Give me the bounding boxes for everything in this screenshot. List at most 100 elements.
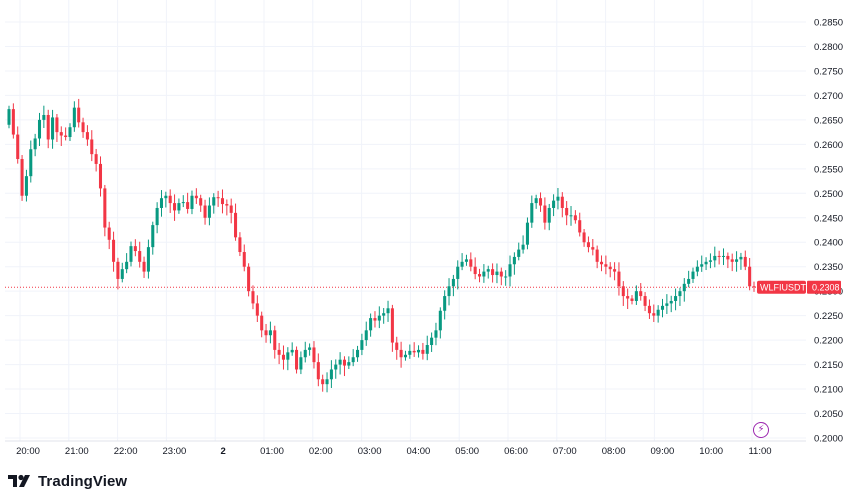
candle [573,210,577,224]
candle [11,103,15,139]
candle [329,360,333,388]
candle [37,112,42,147]
candle-body [521,244,525,250]
candle [486,265,490,279]
candle [33,133,37,157]
candle-body [55,117,59,133]
candle-body [569,215,573,217]
candle-body [377,315,381,321]
candle-body [486,269,490,272]
candle-body [708,260,712,262]
candle [556,188,560,210]
candle-body [543,205,547,223]
candle-body [46,114,50,140]
candle-body [207,205,211,218]
candle [460,253,464,271]
candle-body [238,237,242,253]
candle [264,323,268,343]
candle [356,345,360,362]
candle [578,212,582,237]
candle [491,263,495,283]
candle-body [421,349,425,354]
candle-body [464,259,468,262]
candle [735,251,739,272]
candle-body [98,163,103,189]
candle [674,288,678,311]
time-axis[interactable]: 20:00 21:00 22:00 23:00 2 01:00 02:00 03:00 04:0… [16,446,771,457]
candle-body [268,330,272,336]
candle-body [286,352,290,360]
candle [316,353,320,387]
candle [739,252,743,270]
tradingview-logo[interactable]: TradingView [8,471,127,491]
candle [190,190,194,215]
candle [451,274,455,297]
candle-body [395,342,399,350]
candle-body [342,359,346,366]
candle [687,270,691,288]
price-axis-label: 0.2250 [814,311,843,322]
candle-body [674,296,678,301]
candle [721,248,726,266]
price-tag-background [807,280,841,294]
candle-body [752,286,756,288]
candle-body [334,364,338,370]
candle [495,263,499,284]
candle-body [556,196,560,201]
candle [613,262,617,281]
candle-body [186,202,190,209]
candle [286,347,290,371]
time-axis-label: 04:00 [407,446,431,457]
candle [478,268,482,283]
candle-body [347,362,351,366]
candle [312,341,316,369]
candle [194,188,198,204]
candle-body [273,330,277,350]
candle [538,192,543,212]
candle [85,125,89,146]
last-price-tag: WLFIUSDT 0.2308 [757,280,841,294]
candle-body [560,196,564,208]
candle-body [430,337,434,346]
lightning-icon[interactable]: ⚡︎ [753,422,769,438]
candle-body [234,212,238,238]
candle [678,287,682,306]
candle [325,372,329,393]
candle [464,254,468,266]
candle [20,155,24,201]
candle-body [281,354,285,360]
candle [155,202,159,234]
candles-series[interactable] [7,98,756,393]
candle-body [64,135,68,138]
candle [321,374,325,392]
candle [473,257,477,280]
candle [212,193,216,214]
candle [273,325,277,359]
candle-body [94,154,98,164]
price-axis-label: 0.2000 [814,434,843,445]
candle-body [24,176,28,196]
candle [543,197,547,230]
candle [604,255,608,275]
time-axis-label: 23:00 [163,446,187,457]
candle [216,190,220,207]
candle-body [351,357,355,363]
candle [260,311,264,338]
candle [669,295,673,313]
candle-body [678,291,682,297]
candle [42,105,46,129]
candle [120,262,124,283]
candle [238,232,242,257]
candle [168,189,172,213]
candle-body [525,222,529,245]
candle-body [364,330,368,341]
candle [617,262,621,296]
candle [125,253,129,274]
price-axis-label: 0.2050 [814,409,843,420]
candle-body [260,315,264,331]
price-axis[interactable]: 0.2850 0.2800 0.2750 0.2700 0.2650 0.2600 0.25… [814,18,843,445]
candle-body [390,308,394,343]
candle-body [51,117,55,140]
candle-body [29,149,33,177]
